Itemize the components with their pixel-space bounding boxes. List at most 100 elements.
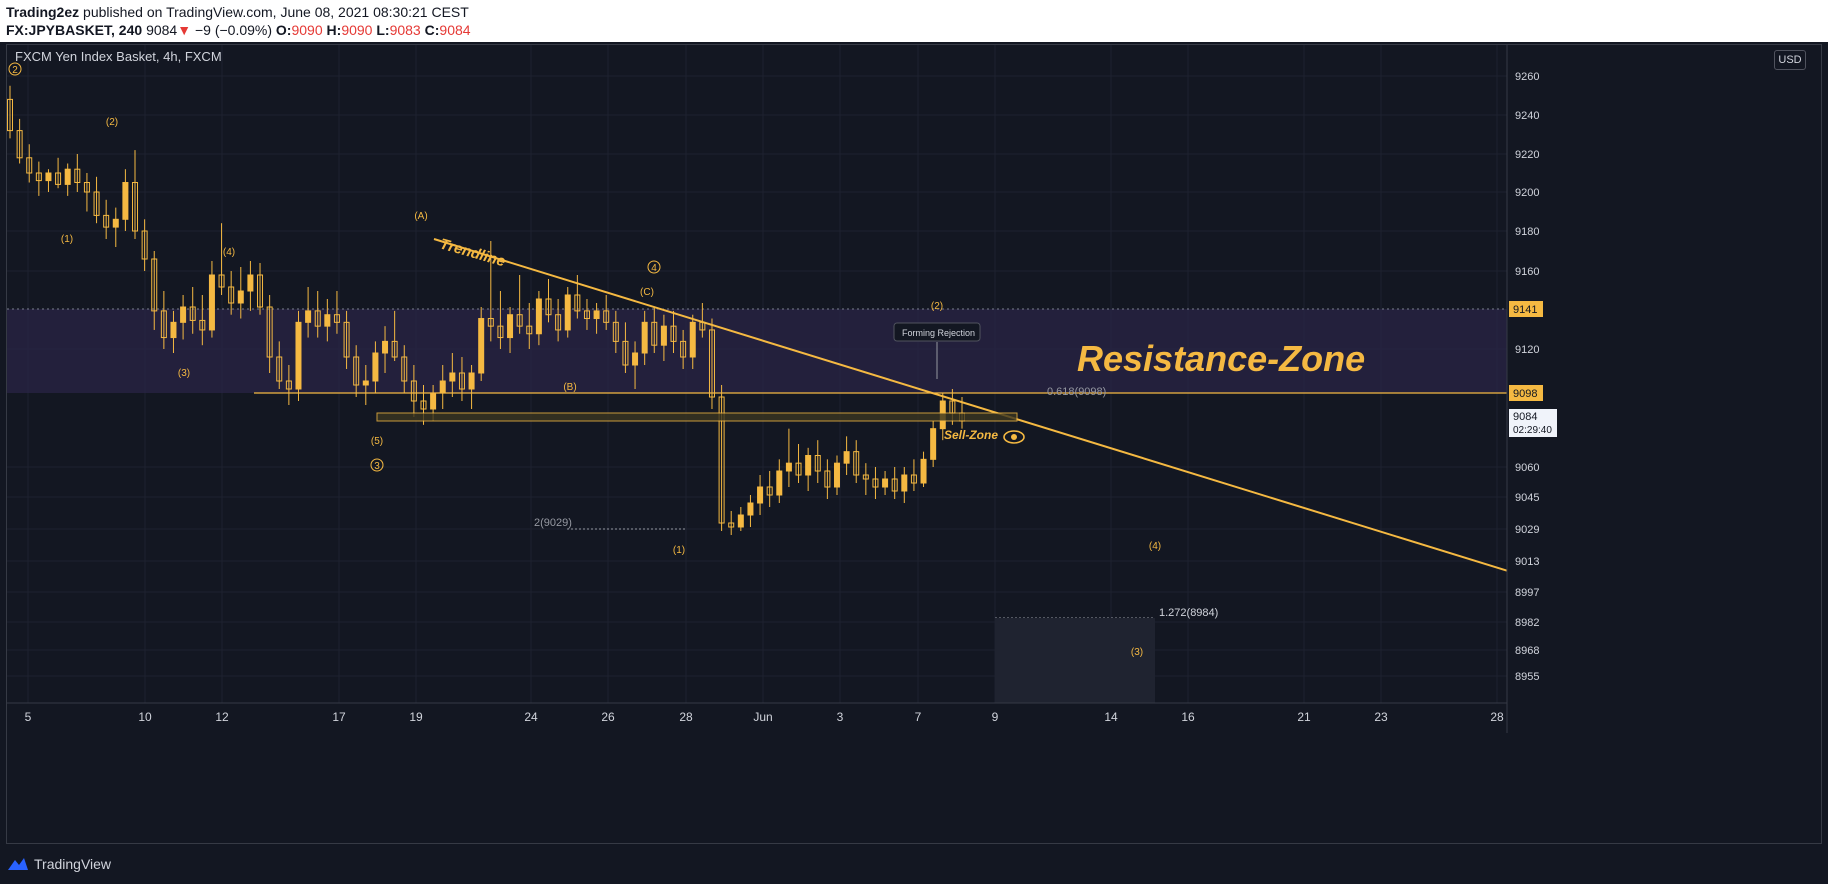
author-name[interactable]: Trading2ez — [6, 4, 80, 20]
time-tick: 5 — [25, 710, 32, 724]
low-label: L: — [376, 22, 390, 38]
candle — [372, 341, 379, 393]
candle — [574, 275, 581, 319]
candle — [680, 329, 687, 369]
chart-legend-title: FXCM Yen Index Basket, 4h, FXCM — [15, 49, 222, 64]
ohlc-line: FX:JPYBASKET, 240 9084▼ −9 (−0.09%) O:90… — [6, 21, 471, 39]
candle — [670, 310, 677, 353]
candle-body — [83, 182, 90, 193]
wave-label: 2 — [12, 65, 18, 76]
time-tick: 7 — [915, 710, 922, 724]
candle — [93, 176, 100, 224]
candle — [180, 295, 187, 340]
candle — [151, 251, 158, 330]
candle — [612, 310, 619, 353]
candle-body — [401, 356, 408, 382]
wave-label: (2) — [106, 117, 118, 128]
candle-body — [7, 98, 13, 132]
open-label: O: — [275, 22, 292, 38]
candle-body — [795, 462, 802, 476]
time-tick: 17 — [332, 710, 346, 724]
last-price: 9084 — [146, 22, 178, 38]
candle — [237, 267, 244, 319]
close-label: C: — [424, 22, 440, 38]
fib-1272-label: 1.272(8984) — [1159, 607, 1218, 619]
high-value: 9090 — [341, 22, 373, 38]
candle — [353, 345, 360, 397]
candle-body — [199, 319, 206, 331]
candle — [478, 307, 485, 381]
candle — [228, 271, 235, 315]
candle — [718, 385, 725, 531]
candle-body — [833, 462, 840, 488]
candle-body — [324, 314, 331, 327]
trendline[interactable] — [433, 238, 1508, 572]
wave-label: (1) — [673, 545, 685, 556]
candle — [295, 310, 302, 401]
candle-body — [372, 352, 379, 382]
drawings[interactable]: Trendline 0.618(9098) 2(9029) 1.272(8984) Se… — [254, 236, 1508, 703]
candle-body — [497, 325, 504, 339]
candle — [305, 287, 312, 338]
candle-body — [266, 306, 273, 358]
candle-body — [507, 314, 514, 339]
wave-label: (1) — [61, 234, 73, 245]
candle-body — [920, 458, 927, 484]
candle-body — [545, 298, 552, 316]
candle — [170, 310, 177, 353]
candle — [737, 507, 744, 531]
eye-icon[interactable] — [1003, 430, 1025, 444]
countdown-text: 02:29:40 — [1513, 425, 1552, 436]
chart-pane[interactable]: Resistance-Zone Trendline 0.618(9098) 2(90… — [6, 44, 1822, 844]
candle — [458, 357, 465, 401]
published-text: published on TradingView.com, June 08, 2… — [83, 4, 469, 20]
candle-body — [439, 380, 446, 394]
fib-0618-label: 0.618(9098) — [1047, 386, 1106, 398]
candle — [603, 295, 610, 330]
candle — [910, 459, 917, 491]
candle — [35, 161, 42, 196]
candle — [593, 303, 600, 334]
sell-zone-box[interactable] — [376, 412, 1018, 422]
tradingview-logo-icon[interactable] — [6, 856, 30, 872]
candle — [83, 173, 90, 212]
candle-body — [728, 522, 735, 528]
wave-label: (C) — [640, 287, 654, 298]
candle — [112, 207, 119, 247]
candle-body — [132, 182, 139, 232]
fib-2-label: 2(9029) — [534, 517, 572, 529]
candle-body — [583, 310, 590, 320]
tradingview-brand[interactable]: TradingView — [34, 856, 112, 872]
candle-body — [843, 451, 850, 464]
candle — [632, 341, 639, 389]
price-change: −9 (−0.09%) — [194, 22, 273, 38]
candle — [930, 421, 937, 467]
price-tick: 9200 — [1515, 187, 1539, 199]
candle-body — [103, 214, 110, 228]
price-tick: 8997 — [1515, 587, 1539, 599]
candle-body — [785, 462, 792, 472]
candle-body — [458, 372, 465, 390]
time-tick: 26 — [601, 710, 615, 724]
last-price-text: 9084 — [1513, 411, 1537, 423]
candle-body — [680, 340, 687, 358]
candle — [651, 307, 658, 353]
currency-button[interactable]: USD — [1774, 50, 1806, 70]
candle — [583, 299, 590, 330]
symbol-label: FX:JPYBASKET, 240 — [6, 22, 143, 38]
candle-body — [718, 396, 725, 524]
chart-canvas[interactable]: Resistance-Zone Trendline 0.618(9098) 2(90… — [7, 45, 1821, 843]
candle-body — [35, 172, 42, 182]
candle-body — [276, 356, 283, 382]
time-tick: 16 — [1181, 710, 1195, 724]
price-tick: 8968 — [1515, 645, 1539, 657]
axes: 9260 9240 9220 9200 9180 9160 9120 9060 9045 9029… — [7, 45, 1821, 733]
candle-body — [612, 321, 619, 342]
candle — [103, 199, 110, 239]
candle — [641, 310, 648, 365]
time-tick: 19 — [409, 710, 423, 724]
candle-body — [74, 168, 81, 183]
price-tick: 9180 — [1515, 226, 1539, 238]
candle — [535, 291, 542, 346]
price-badge-text: 9098 — [1513, 388, 1537, 400]
